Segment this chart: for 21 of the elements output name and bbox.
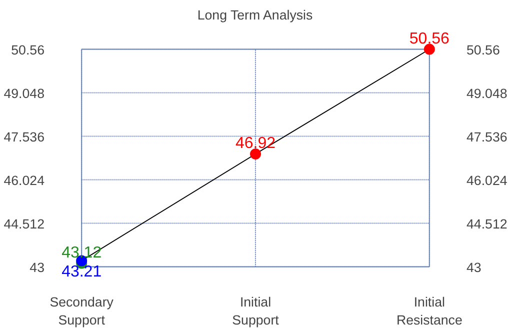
y2-tick-label: 46.024 (466, 172, 508, 188)
y2-tick-label: 49.048 (466, 86, 508, 101)
y2-tick-label: 43 (466, 260, 482, 275)
y-tick-label: 47.536 (4, 129, 44, 144)
y-tick-label: 46.024 (4, 172, 46, 188)
data-label: 50.56 (409, 30, 450, 48)
y-tick-label: 43 (30, 260, 45, 275)
y-tick-label: 49.048 (4, 86, 44, 101)
y2-tick-label: 50.56 (466, 42, 500, 58)
x-tick-label: Secondary Support (50, 294, 114, 328)
y2-tick-label: 44.512 (466, 216, 508, 232)
point (424, 44, 435, 55)
data-label: 43.21 (62, 264, 102, 281)
x-tick-label: Initial Support (232, 294, 280, 328)
y-tick-label: 44.512 (4, 216, 44, 232)
x-tick-label: Initial Resistance (396, 294, 462, 328)
y2-tick-label: 47.536 (466, 129, 508, 144)
chart-title: Long Term Analysis (197, 8, 314, 22)
data-label: 46.92 (235, 134, 276, 152)
point (250, 148, 261, 160)
y-tick-label: 50.56 (11, 42, 45, 58)
